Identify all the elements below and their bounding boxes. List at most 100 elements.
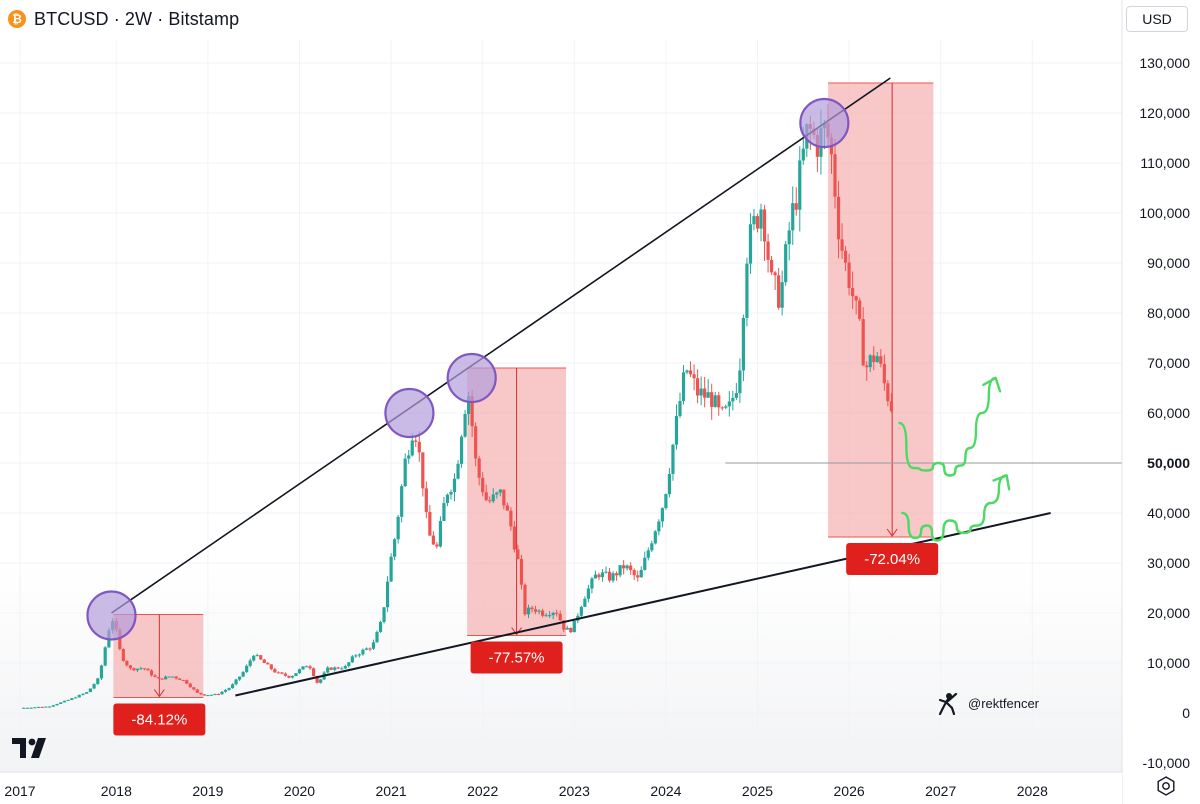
candle-body — [731, 397, 735, 402]
candle-body — [477, 458, 481, 478]
candle-body — [512, 526, 517, 550]
candle-body — [311, 668, 316, 677]
candle-body — [308, 666, 312, 669]
candle-body — [234, 679, 238, 685]
candle-body — [833, 154, 837, 197]
candle-body — [604, 571, 608, 573]
bitcoin-icon: ₿ — [8, 10, 26, 28]
candle-body — [206, 695, 210, 697]
candle-body — [385, 581, 390, 608]
y-tick-label: 10,000 — [1147, 655, 1190, 671]
candle-body — [259, 655, 263, 660]
candle-body — [745, 263, 749, 319]
candle-body — [533, 609, 538, 612]
candle-body — [491, 494, 495, 502]
candle-body — [530, 607, 534, 610]
candle-body — [25, 707, 30, 709]
y-tick-label: 40,000 — [1147, 505, 1190, 521]
candle-body — [759, 209, 763, 229]
x-tick-label: 2022 — [467, 783, 498, 799]
candle-body — [59, 702, 63, 704]
candle-body — [706, 392, 710, 398]
candle-body — [40, 706, 44, 708]
candle-body — [748, 224, 753, 264]
drawdown-zone — [828, 83, 934, 537]
candle-body — [555, 612, 559, 614]
candle-body — [562, 620, 566, 630]
drawdown-label: -77.57% — [489, 650, 545, 667]
y-tick-label: 80,000 — [1147, 305, 1190, 321]
candle-body — [459, 436, 464, 464]
candle-body — [103, 647, 107, 666]
candle-body — [519, 558, 524, 585]
drawdown-label-box — [113, 703, 206, 736]
candle-body — [766, 241, 770, 260]
candle-body — [590, 578, 594, 589]
candle-body — [428, 511, 432, 536]
candle-body — [586, 588, 590, 599]
candle-body — [73, 697, 78, 699]
candle-body — [452, 478, 457, 492]
candle-body — [629, 565, 633, 571]
candle-body — [636, 575, 640, 578]
candle-body — [639, 569, 643, 578]
x-tick-label: 2027 — [925, 783, 956, 799]
y-tick-label: 130,000 — [1139, 55, 1190, 71]
candle-body — [889, 401, 893, 412]
candle-body — [548, 615, 552, 617]
candle-body — [445, 494, 450, 504]
candle-body — [252, 655, 256, 661]
candle-body — [202, 694, 206, 696]
candle-body — [209, 694, 214, 696]
candle-body — [29, 707, 33, 709]
x-tick-label: 2018 — [101, 783, 132, 799]
candle-body — [569, 627, 573, 633]
currency-button[interactable]: USD — [1126, 6, 1188, 32]
candle-body — [540, 610, 545, 616]
candle-body — [393, 539, 397, 557]
candle-body — [868, 355, 872, 368]
candle-body — [681, 372, 686, 402]
candle-body — [185, 680, 189, 684]
candle-body — [703, 388, 707, 398]
candle-body — [227, 688, 231, 690]
candle-body — [255, 655, 259, 657]
candle-body — [125, 660, 129, 666]
candle-body — [99, 665, 104, 679]
y-tick-label: -10,000 — [1143, 755, 1191, 771]
candle-body — [315, 676, 319, 683]
candle-body — [336, 667, 340, 669]
candle-body — [297, 669, 302, 674]
candle-body — [801, 148, 805, 161]
candle-body — [181, 679, 185, 681]
candle-body — [276, 672, 280, 674]
y-tick-label: 70,000 — [1147, 355, 1190, 371]
candle-body — [696, 378, 700, 396]
candle-body — [579, 606, 583, 616]
candle-body — [290, 676, 295, 678]
candle-body — [509, 510, 513, 527]
candle-body — [784, 244, 788, 283]
drawdown-label-box — [470, 641, 563, 674]
candle-body — [213, 694, 217, 696]
candle-body — [354, 655, 358, 657]
candle-body — [248, 660, 252, 666]
candle-body — [192, 687, 196, 690]
candle-body — [199, 692, 203, 695]
candle-body — [678, 401, 682, 416]
candle-body — [886, 383, 890, 402]
x-tick-label: 2021 — [376, 783, 407, 799]
candle-body — [692, 374, 696, 379]
candle-body — [551, 612, 555, 616]
x-tick-label: 2017 — [4, 783, 35, 799]
candle-body — [85, 692, 89, 694]
y-axis-panel — [1122, 0, 1200, 804]
settings-icon[interactable] — [1156, 776, 1176, 796]
candle-body — [787, 230, 791, 245]
candle-body — [438, 520, 443, 547]
y-tick-label: 50,000 — [1147, 455, 1190, 471]
candle-body — [36, 706, 41, 708]
candle-body — [484, 492, 488, 501]
y-tick-label: 60,000 — [1147, 405, 1190, 421]
